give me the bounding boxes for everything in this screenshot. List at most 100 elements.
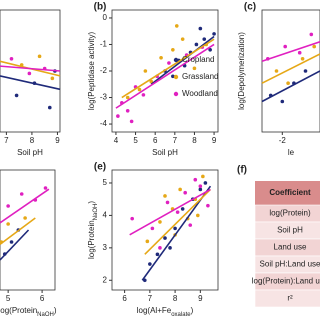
point	[150, 226, 155, 231]
y-tick-label: 4	[103, 211, 108, 220]
fit-line	[0, 75, 61, 91]
point	[198, 187, 203, 192]
point	[6, 222, 10, 226]
point	[274, 69, 279, 73]
x-tick-label: 7	[173, 136, 178, 145]
point	[206, 203, 210, 208]
point	[50, 76, 55, 81]
x-tick-label: 9	[55, 136, 60, 145]
point	[180, 37, 185, 41]
point	[14, 93, 19, 98]
y-tick-label: 0	[103, 13, 108, 22]
panel-label: (b)	[94, 2, 107, 13]
point	[198, 26, 203, 31]
point	[130, 216, 134, 221]
point	[178, 187, 182, 192]
y-tick-label: -1	[100, 40, 108, 49]
x-tick-label: 4	[114, 136, 119, 145]
point	[158, 246, 162, 250]
point	[155, 252, 160, 257]
point	[43, 186, 48, 190]
fit-line	[261, 40, 320, 62]
table-header: Coefficient	[269, 188, 311, 197]
plot-frame	[261, 9, 320, 133]
table-cell: Land use	[274, 243, 307, 252]
point	[158, 220, 162, 224]
x-axis-label-end: )	[191, 306, 194, 315]
point	[125, 108, 130, 113]
point	[188, 223, 193, 227]
table-cell: r²	[287, 294, 293, 303]
point	[9, 57, 14, 61]
point	[129, 119, 134, 124]
fit-line	[0, 65, 61, 72]
point	[300, 57, 305, 61]
legend-label: Woodland	[182, 89, 218, 98]
y-axis-label-main: log(Protein	[87, 220, 96, 259]
legend-marker	[173, 74, 179, 80]
point	[212, 32, 216, 36]
point	[137, 87, 142, 92]
table-cell: Soil pH	[277, 226, 303, 235]
point	[47, 105, 52, 110]
point	[143, 69, 148, 73]
fit-line	[261, 53, 320, 84]
x-tick-label: 8	[30, 136, 35, 145]
y-tick-label: 3	[103, 243, 108, 252]
point	[183, 190, 187, 195]
legend-marker	[173, 91, 179, 97]
x-tick-label: 6	[122, 294, 127, 303]
point	[163, 236, 167, 240]
x-axis-label: Soil pH	[17, 148, 43, 157]
table-cell: Soil pH:Land use	[260, 260, 320, 269]
point	[23, 216, 27, 220]
fit-line	[0, 188, 50, 224]
y-tick-label: -4	[100, 119, 108, 128]
x-axis-label-sub: oxalate	[171, 312, 191, 318]
x-axis-label: Soil pH	[152, 148, 178, 157]
point	[203, 181, 208, 185]
point	[168, 246, 172, 250]
point	[192, 66, 197, 71]
point	[171, 74, 175, 79]
x-tick-label: 6	[153, 136, 158, 145]
point	[116, 114, 120, 118]
plot-frame	[0, 169, 56, 291]
x-axis-label: log(ProteinNaOH)	[0, 306, 57, 317]
y-tick-label: 5	[103, 178, 108, 187]
table-cell: log(Protein)	[269, 209, 311, 218]
point	[171, 47, 175, 52]
x-axis-label: log(Al+Feoxalate)	[137, 306, 194, 317]
panel-label: (f)	[237, 165, 247, 176]
y-axis-label: log(Peptidase activity)	[87, 32, 96, 111]
point	[175, 210, 180, 214]
point	[9, 240, 14, 244]
point	[148, 262, 152, 266]
table-cell: log(Protein):Land use	[252, 277, 320, 286]
point	[141, 93, 146, 97]
fit-line	[261, 70, 320, 103]
point	[280, 99, 285, 104]
legend-label: Grassland	[182, 72, 218, 81]
point	[19, 192, 24, 196]
x-tick-label: 8	[173, 294, 178, 303]
x-axis-label-main: log(Protein	[0, 306, 37, 315]
panel-label: (c)	[244, 2, 256, 13]
y-axis-label: log(Depolymerization)	[237, 32, 246, 110]
x-axis-label-main: log(Al+Fe	[137, 306, 172, 315]
point	[173, 226, 177, 231]
fit-line	[150, 35, 215, 85]
point	[202, 37, 207, 41]
point	[180, 207, 185, 211]
point	[159, 55, 163, 60]
fit-line	[121, 38, 215, 99]
point	[6, 204, 10, 208]
point	[198, 184, 203, 189]
fit-line	[0, 229, 30, 261]
point	[208, 47, 212, 52]
y-tick-label: -3	[100, 93, 108, 102]
point	[27, 71, 32, 76]
fit-line	[141, 185, 212, 281]
point	[145, 239, 150, 244]
